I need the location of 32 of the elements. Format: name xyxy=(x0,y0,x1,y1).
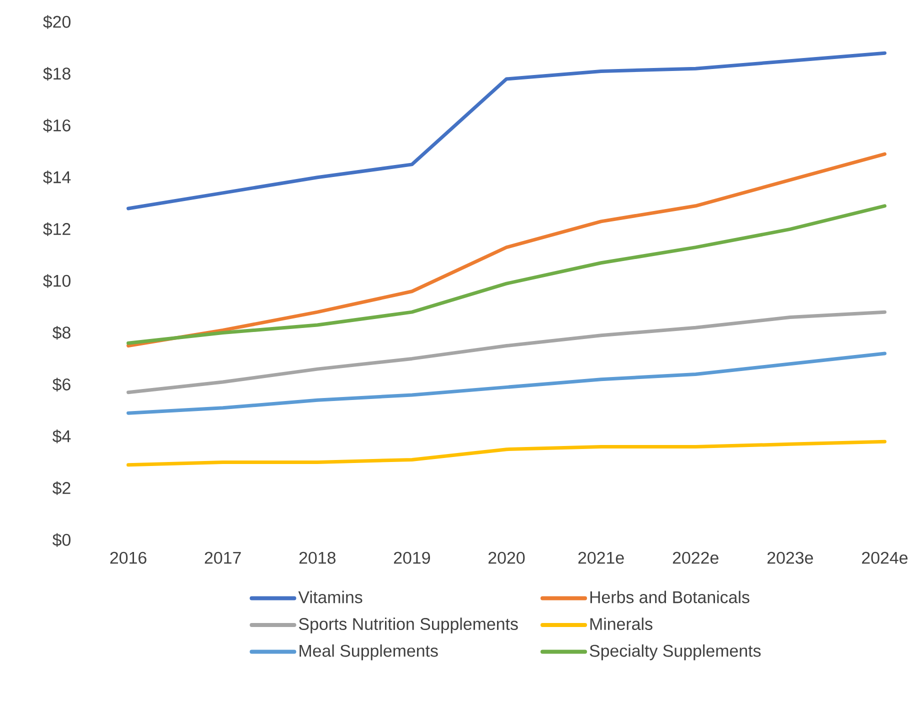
x-tick-label: 2021e xyxy=(578,552,624,564)
x-tick-label: 2019 xyxy=(394,552,430,564)
line-series xyxy=(126,204,886,345)
y-tick-label: $16 xyxy=(43,118,70,132)
y-tick-label: $18 xyxy=(43,66,70,81)
line-series xyxy=(126,152,886,348)
y-tick-label: $20 xyxy=(43,15,70,29)
legend-label: Meal Supplements xyxy=(300,644,438,660)
y-tick-label: $4 xyxy=(52,430,71,444)
line-series xyxy=(126,440,886,467)
line-series xyxy=(126,51,886,210)
legend-label: Sports Nutrition Supplements xyxy=(298,618,518,634)
line-series xyxy=(126,352,886,415)
x-tick-label: 2023e xyxy=(767,552,813,564)
legend-label: Minerals xyxy=(590,618,652,630)
y-tick-label: $2 xyxy=(52,481,70,496)
legend-label: Specialty Supplements xyxy=(590,644,761,660)
y-tick-label: $14 xyxy=(43,170,71,184)
x-tick-label: 2022e xyxy=(672,552,718,564)
x-tick-label: 2017 xyxy=(204,552,241,564)
legend-label: Vitamins xyxy=(298,590,362,604)
y-tick-label: $6 xyxy=(52,378,70,392)
y-tick-label: $10 xyxy=(43,274,70,288)
y-tick-label: $12 xyxy=(43,222,70,236)
line-series xyxy=(126,310,886,394)
y-tick-label: $8 xyxy=(52,326,70,340)
x-tick-label: 2024e xyxy=(862,552,908,564)
legend-label: Herbs and Botanicals xyxy=(590,590,750,604)
x-tick-label: 2020 xyxy=(488,552,525,564)
x-tick-label: 2016 xyxy=(110,552,146,564)
y-tick-label: $0 xyxy=(52,533,70,547)
x-tick-label: 2018 xyxy=(299,552,336,564)
